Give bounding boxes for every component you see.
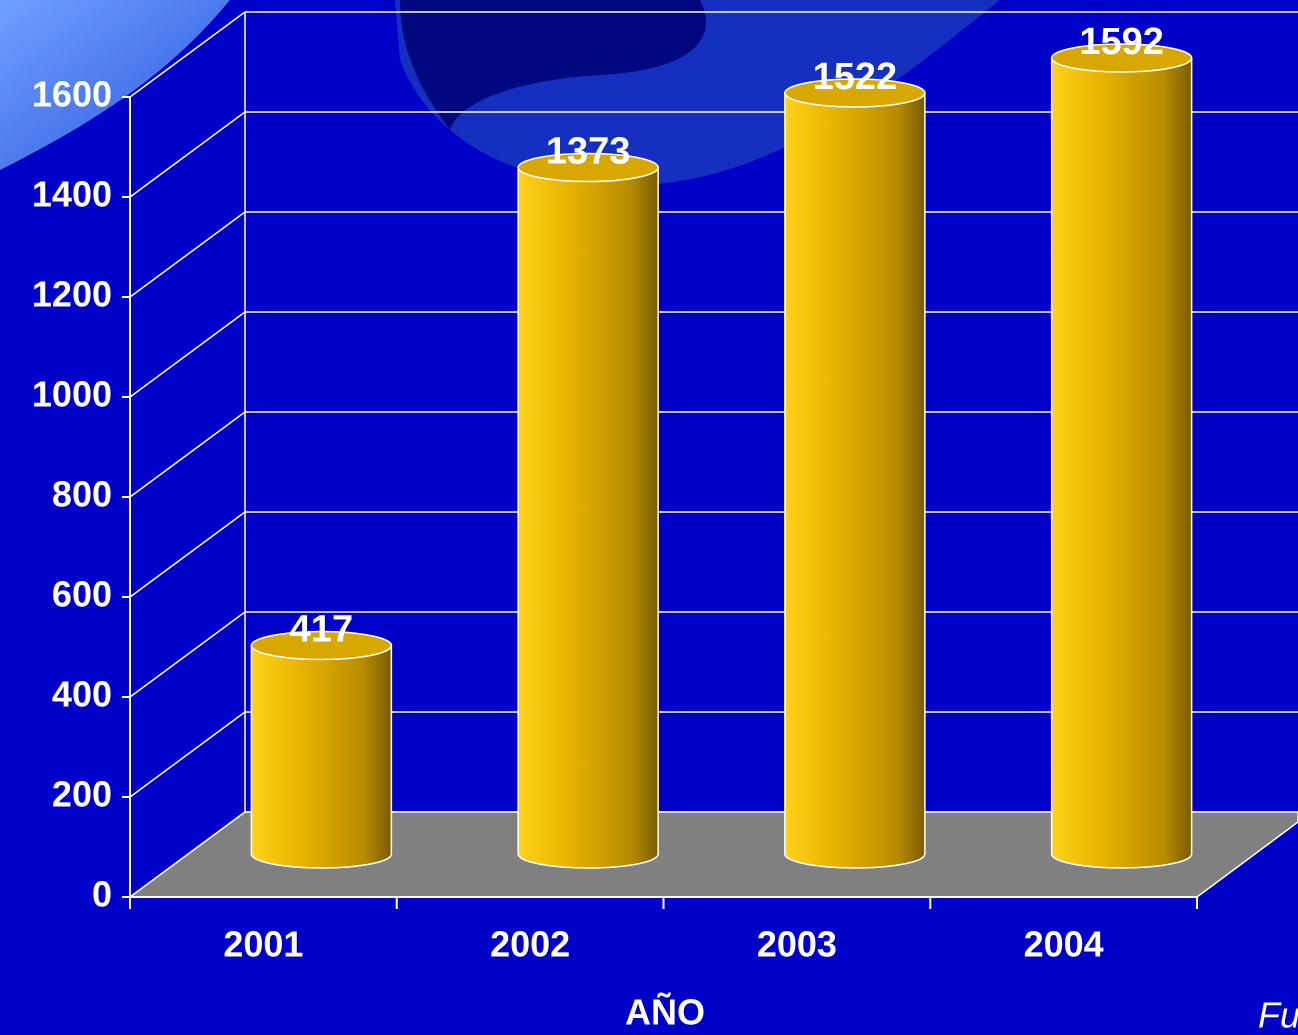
y-tick-label: 200 [52,774,112,815]
y-tick-label: 400 [52,674,112,715]
y-tick-label: 1000 [32,374,112,415]
value-label: 1373 [546,131,631,173]
grid-line [129,111,246,198]
bar-top [250,630,393,661]
decor [400,0,706,130]
grid-line [129,311,246,398]
bar [1050,57,1193,869]
x-tick-label: 2004 [1024,924,1104,965]
grid-line [129,11,246,98]
y-tick-label: 600 [52,574,112,615]
annotation: Fu [1258,995,1298,1035]
bar-top [784,78,926,108]
grid-line [129,611,246,698]
bar-top [1050,43,1193,73]
bar-top [517,152,659,183]
y-tick-label: 1600 [32,74,112,115]
x-tick-label: 2001 [223,924,303,965]
bar [784,92,926,869]
decor [0,0,230,170]
bar [250,644,393,869]
grid-line [129,711,246,798]
grid-line [129,511,246,598]
x-tick-label: 2003 [757,924,837,965]
y-tick-label: 1200 [32,274,112,315]
value-label: 417 [290,609,353,651]
value-label: 1522 [813,56,898,98]
y-tick-label: 1400 [32,174,112,215]
x-tick-label: 2002 [490,924,570,965]
grid-line [129,411,246,498]
grid-line [129,211,246,298]
y-tick-label: 800 [52,474,112,515]
value-label: 1592 [1079,21,1164,63]
bar [517,166,659,869]
x-axis-label: AÑO [625,991,705,1033]
y-tick-label: 0 [92,874,112,915]
